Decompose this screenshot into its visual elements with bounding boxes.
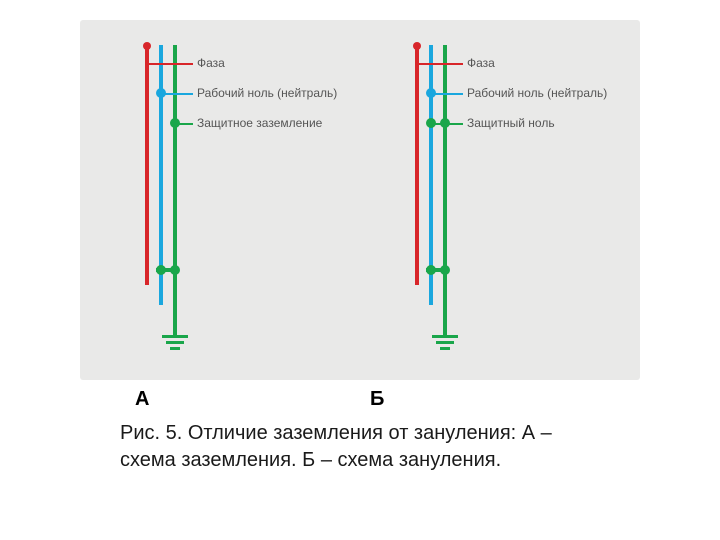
diagram-panel: Фаза Рабочий ноль (нейтраль) Защитное за… [80,20,640,380]
diagram-a: Фаза Рабочий ноль (нейтраль) Защитное за… [145,45,405,355]
ground-line [443,45,447,335]
ground-junction-dot [440,118,450,128]
phase-label: Фаза [197,56,225,70]
phase-top-dot [143,42,151,50]
ground-junction-dot [170,118,180,128]
neutral-label: Рабочий ноль (нейтраль) [467,86,607,100]
phase-label: Фаза [467,56,495,70]
diagram-b: Фаза Рабочий ноль (нейтраль) Защитный но… [415,45,675,355]
panel-label-a: А [135,388,149,411]
ground-double-dot-2 [170,265,180,275]
phase-top-dot [413,42,421,50]
figure-caption: Рис. 5. Отличие заземления от зануления:… [120,420,590,474]
ground-label: Защитный ноль [467,116,555,130]
phase-branch [147,63,193,65]
ground-line [173,45,177,335]
ground-label: Защитное заземление [197,116,322,130]
panel-label-b: Б [370,388,384,411]
ground-double-dot-1 [156,265,166,275]
neutral-junction-dot [156,88,166,98]
phase-line [415,45,419,285]
page: Фаза Рабочий ноль (нейтраль) Защитное за… [0,0,720,540]
phase-branch [417,63,463,65]
phase-line [145,45,149,285]
ground-junction-dot-on-neutral [426,118,436,128]
ground-double-dot-1 [426,265,436,275]
ground-double-dot-2 [440,265,450,275]
neutral-junction-dot [426,88,436,98]
neutral-label: Рабочий ноль (нейтраль) [197,86,337,100]
